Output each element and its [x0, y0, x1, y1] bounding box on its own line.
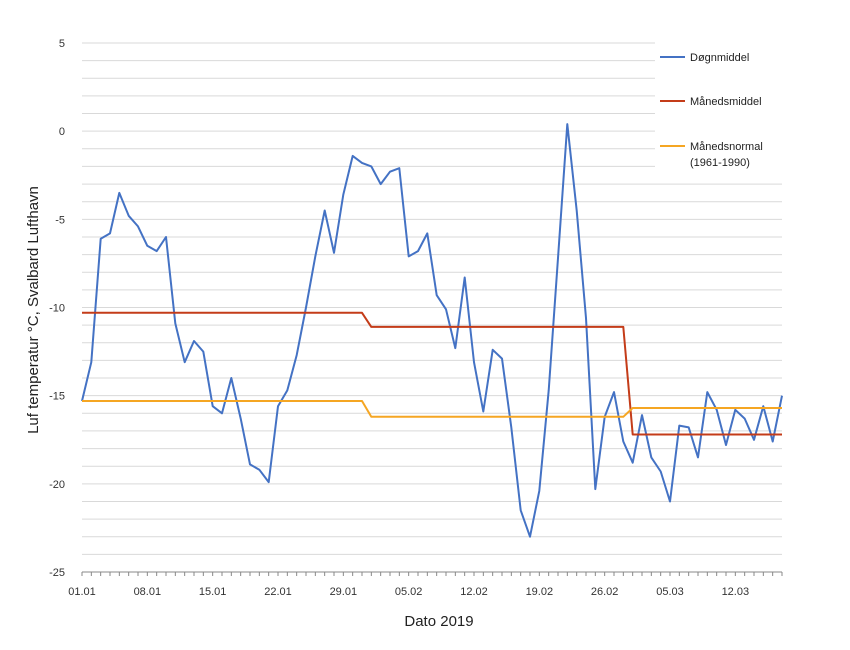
x-tick-label: 01.01 — [68, 586, 96, 598]
y-tick-label: -10 — [49, 303, 65, 315]
series-lines — [81, 123, 783, 538]
series-line-1 — [82, 311, 782, 436]
y-tick-label: 5 — [59, 38, 65, 50]
x-axis-title: Dato 2019 — [404, 613, 473, 630]
x-axis: 01.01 08.01 15.01 22.01 29.01 05.02 12.02 19.02… — [68, 571, 783, 598]
legend: Døgnmiddel Månedsmiddel Månedsnormal (19… — [655, 38, 790, 169]
y-tick-label: 0 — [59, 126, 65, 138]
x-tick-label: 05.03 — [656, 586, 684, 598]
legend-label-manedsnormal-period: (1961-1990) — [690, 157, 750, 169]
series-line-0 — [81, 123, 783, 538]
x-tick-label: 05.02 — [395, 586, 423, 598]
x-tick-label: 19.02 — [526, 586, 554, 598]
x-tick-label: 26.02 — [591, 586, 619, 598]
series-line-2 — [82, 400, 782, 418]
x-tick-label: 22.01 — [264, 586, 292, 598]
x-tick-label: 12.03 — [722, 586, 750, 598]
legend-label-dognmiddel: Døgnmiddel — [690, 52, 749, 64]
y-tick-label: -25 — [49, 567, 65, 579]
x-tick-label: 29.01 — [330, 586, 358, 598]
x-tick-label: 08.01 — [134, 586, 162, 598]
legend-label-manedsnormal: Månedsnormal — [690, 141, 763, 153]
y-tick-labels: 5 0 -5 -10 -15 -20 -25 — [49, 38, 65, 579]
y-axis-title: Luf temperatur °C, Svalbard Lufthavn — [25, 186, 42, 434]
y-tick-label: -20 — [49, 479, 65, 491]
legend-label-manedsmiddel: Månedsmiddel — [690, 96, 762, 108]
x-tick-label: 15.01 — [199, 586, 227, 598]
y-tick-label: -15 — [49, 391, 65, 403]
x-tick-label: 12.02 — [460, 586, 488, 598]
y-tick-label: -5 — [55, 214, 65, 226]
